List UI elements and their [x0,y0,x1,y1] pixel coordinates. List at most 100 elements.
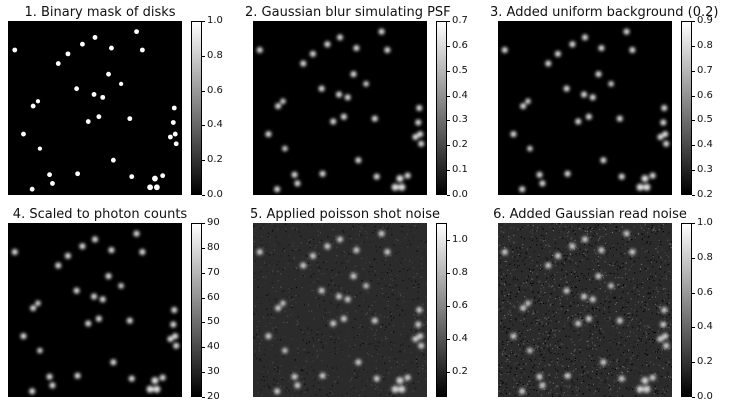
spot [118,81,124,86]
colorbar-tick-label: 0.8 [697,39,713,51]
colorbar-tick-label: 0.2 [697,356,713,368]
colorbar-tick: 0.0 [447,189,487,201]
spot [623,230,630,237]
spot [398,183,406,191]
colorbar [191,21,202,195]
colorbar-tick-label: 0.6 [452,299,468,311]
spot [12,47,18,53]
spot [344,296,351,303]
colorbar-tick-label: 50 [207,316,220,328]
spot [649,172,656,179]
colorbar-tick-label: 0.4 [452,89,468,101]
spot [398,385,406,393]
spot [74,86,80,92]
spot [300,262,307,269]
colorbar-tick-label: 0.1 [452,164,468,176]
colorbar-tick-label: 70 [207,266,220,278]
spot [110,157,116,163]
colorbar-tick-label: 0.9 [697,15,713,26]
spot [133,230,140,237]
image-canvas [8,223,182,397]
spot [371,317,378,324]
spot [319,170,326,177]
colorbar-tick: 0.4 [202,119,242,131]
spot [396,377,404,385]
colorbar-tick: 0.0 [202,189,242,201]
spot [649,374,656,381]
spot [106,71,111,77]
spot [91,92,97,97]
colorbar-tick-label: 0.8 [207,49,223,61]
noise-layer [498,223,672,397]
colorbar [436,223,447,397]
spot [520,103,527,110]
colorbar [191,223,202,397]
spot [350,273,357,280]
colorbar-ticks: 0.0 0.1 0.2 0.3 0.4 0.5 0.6 0.7 [447,15,487,200]
colorbar-tick-label: 20 [207,391,220,402]
spot [151,377,159,385]
spot [662,333,669,340]
spot [171,307,178,313]
colorbar-ticks: 0.0 0.2 0.4 0.6 0.8 1.0 [202,15,242,200]
spot [585,315,592,322]
spot [418,342,425,349]
spot [539,180,546,187]
spot [318,287,325,294]
spot [563,287,570,294]
spot [85,119,91,124]
image-canvas [8,21,182,195]
spot [294,382,301,389]
spot [585,113,592,120]
colorbar-tick-label: 0.5 [452,64,468,76]
spot [85,320,92,327]
spot [363,283,369,289]
colorbar-tick: 0.7 [447,15,487,27]
colorbar-tick-label: 90 [207,217,220,228]
colorbar-tick-label: 0.2 [207,154,223,166]
image-plot [253,223,427,397]
image-plot [498,21,672,195]
spot [355,157,362,164]
colorbar-tick-label: 0.7 [452,15,468,26]
panel-6: 6. Added Gaussian read noise 0.0 0.2 0.4 0.6… [490,202,735,404]
spot [96,114,102,120]
spot [139,249,146,255]
colorbar-tick-label: 0.6 [697,286,713,298]
spot [280,300,286,306]
spot [404,172,411,179]
spot [643,385,651,393]
spot [575,118,582,125]
spot [64,252,71,259]
spot [291,171,298,178]
colorbar-ticks: 20 30 40 50 60 70 80 90 [202,217,242,402]
spot [384,249,391,255]
panel-2: 2. Gaussian blur simulating PSF 0.0 0.1 0.2… [245,0,490,202]
colorbar-tick: 30 [202,366,242,378]
spot [153,385,161,393]
spot [11,249,18,255]
colorbar-tick: 0.4 [447,333,487,345]
spot [416,105,423,111]
colorbar [436,21,447,195]
spot [641,175,649,183]
spot [501,249,508,255]
spot [618,375,625,382]
spot [173,342,180,349]
spot [412,134,419,140]
spot [153,184,160,191]
panel-5: 5. Applied poisson shot noise 0.2 0.4 0.6 0.… [245,202,490,404]
spot [129,174,135,180]
colorbar-tick-label: 0.8 [452,266,468,278]
spot [172,333,179,340]
spot [330,320,337,327]
spot [404,374,411,381]
spot [21,131,26,137]
colorbar-tick-label: 0.7 [697,64,713,76]
image-plot [253,21,427,195]
colorbar-tick: 0.8 [692,40,732,52]
spot [663,342,670,349]
spot [126,317,133,324]
colorbar-tick: 60 [202,292,242,304]
spot [282,145,288,152]
